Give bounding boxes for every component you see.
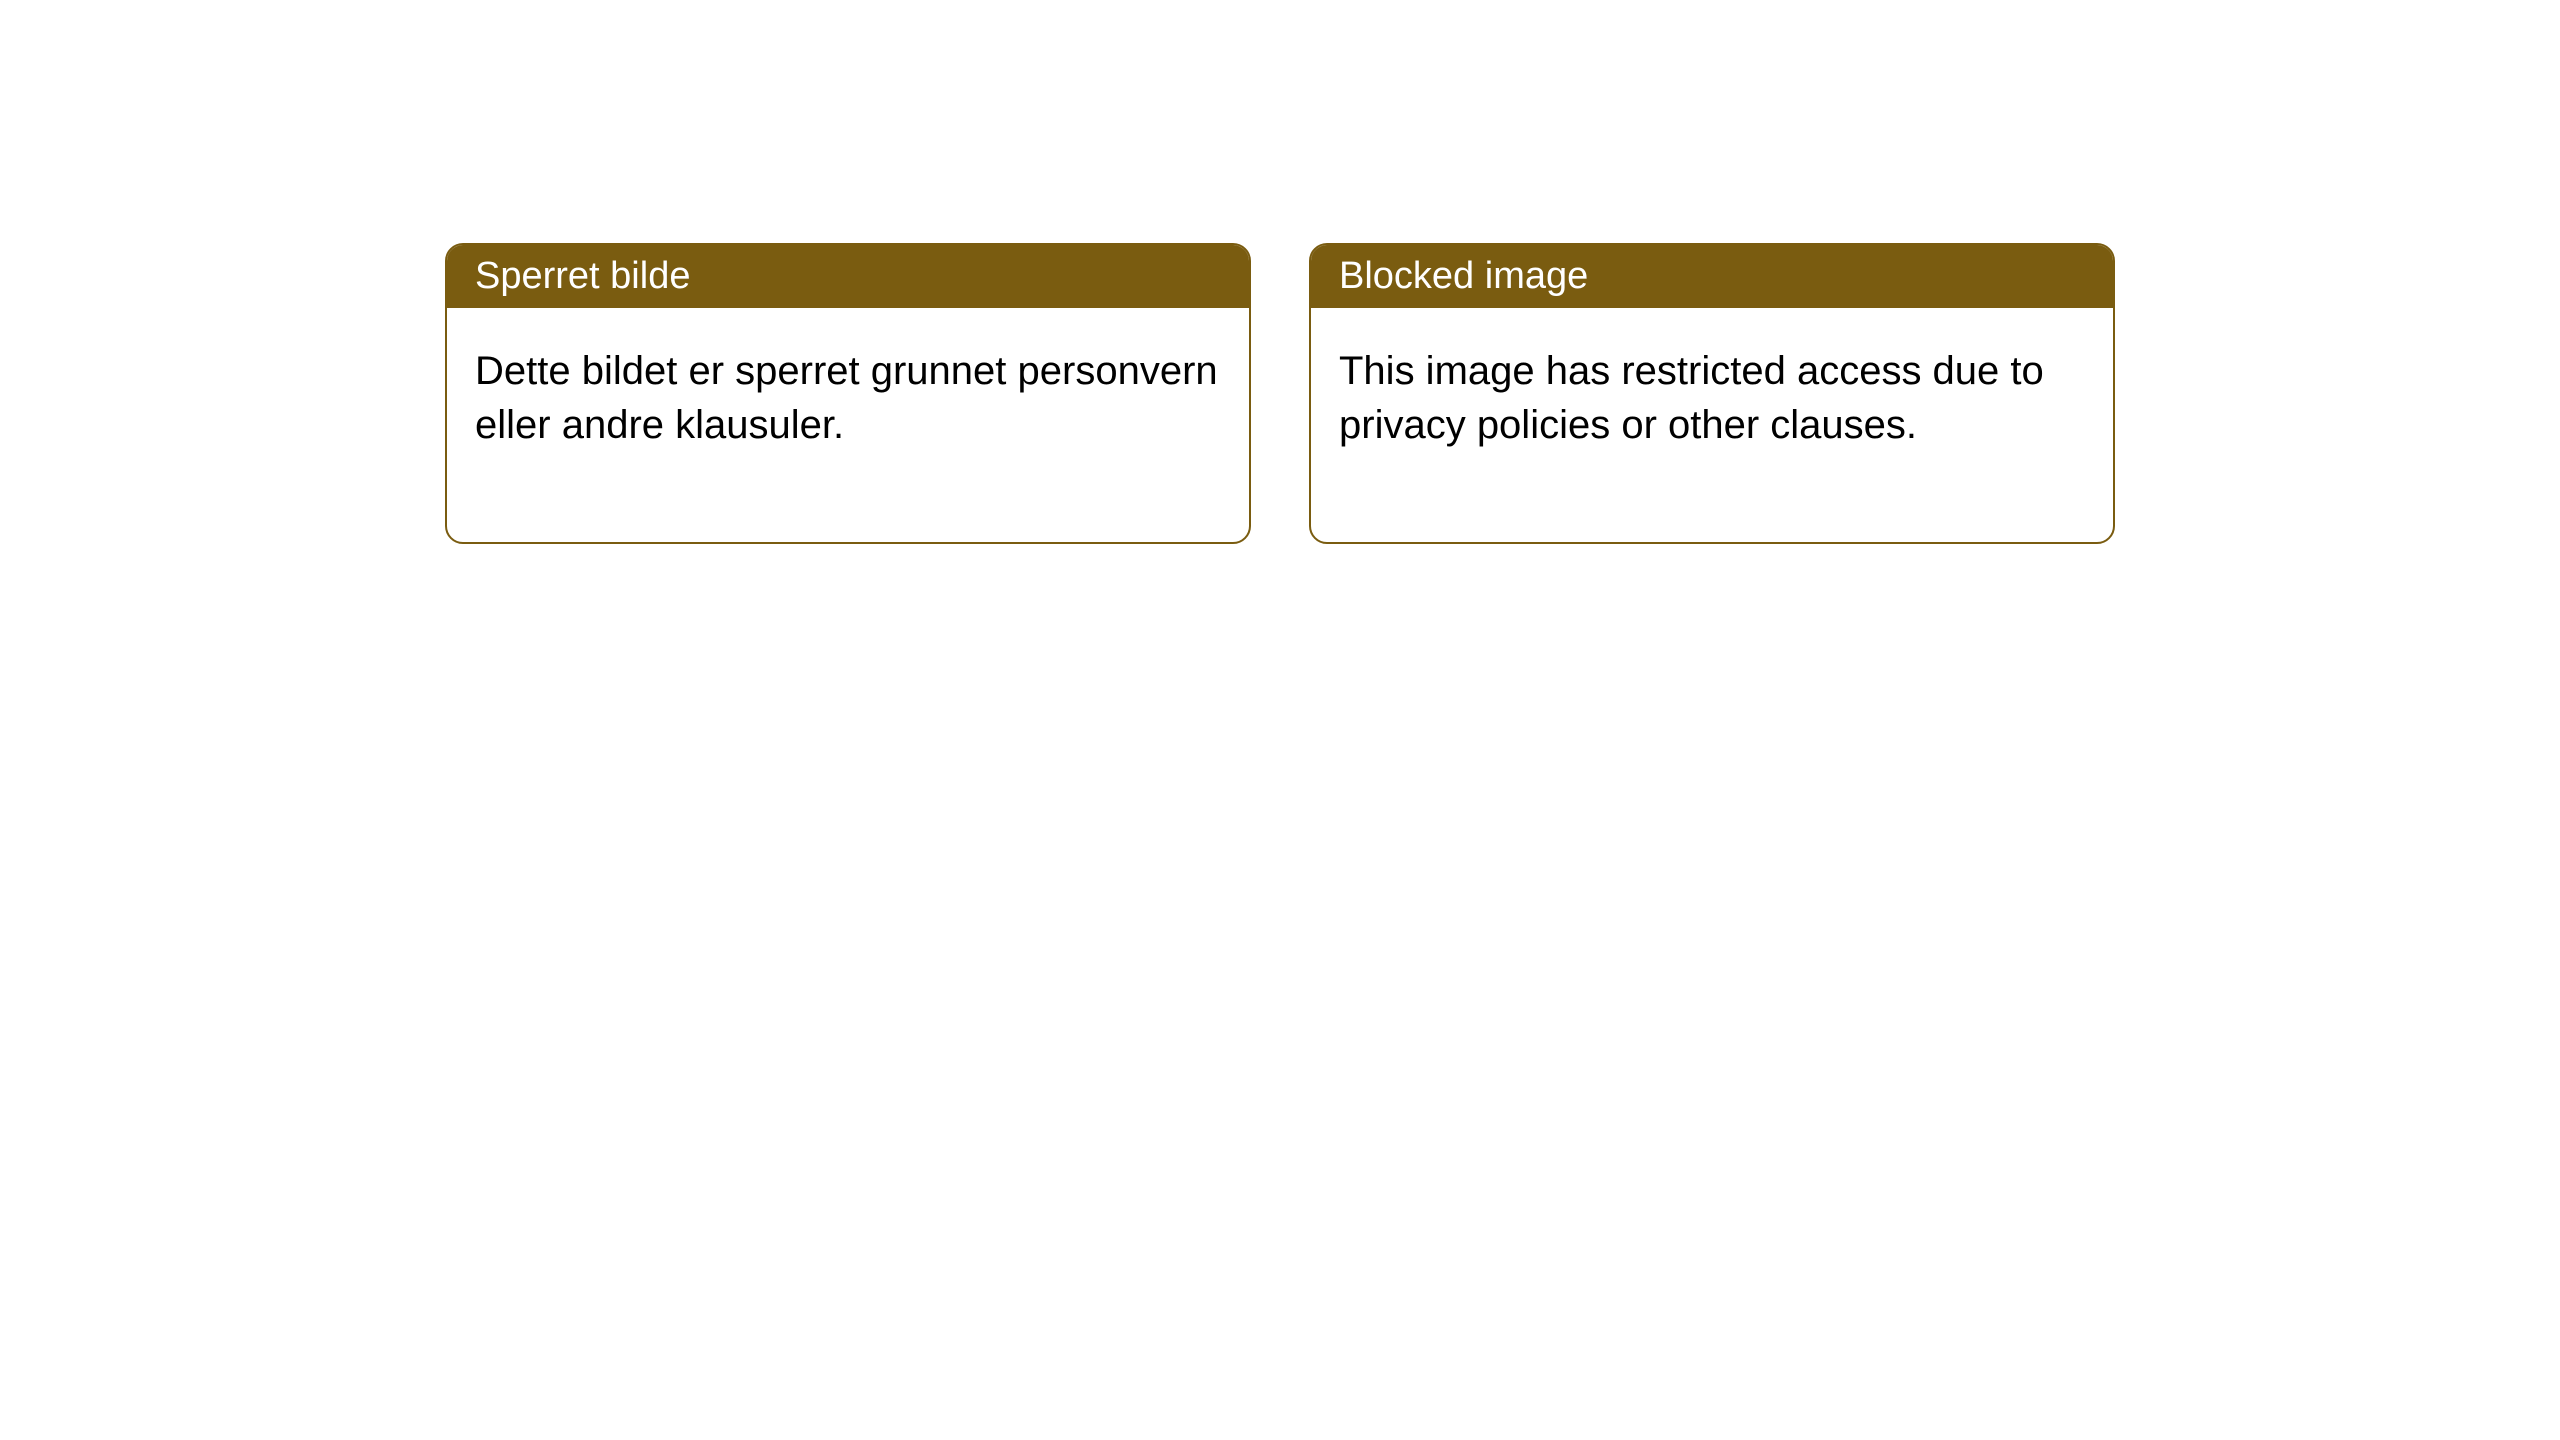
notice-card-english: Blocked image This image has restricted … [1309,243,2115,544]
card-message: This image has restricted access due to … [1339,349,2044,447]
card-title: Sperret bilde [475,255,690,297]
card-header: Blocked image [1311,245,2113,308]
card-message: Dette bildet er sperret grunnet personve… [475,349,1218,447]
card-title: Blocked image [1339,255,1588,297]
card-body: This image has restricted access due to … [1311,308,2113,542]
card-body: Dette bildet er sperret grunnet personve… [447,308,1249,542]
notice-card-norwegian: Sperret bilde Dette bildet er sperret gr… [445,243,1251,544]
notice-container: Sperret bilde Dette bildet er sperret gr… [445,243,2115,544]
card-header: Sperret bilde [447,245,1249,308]
